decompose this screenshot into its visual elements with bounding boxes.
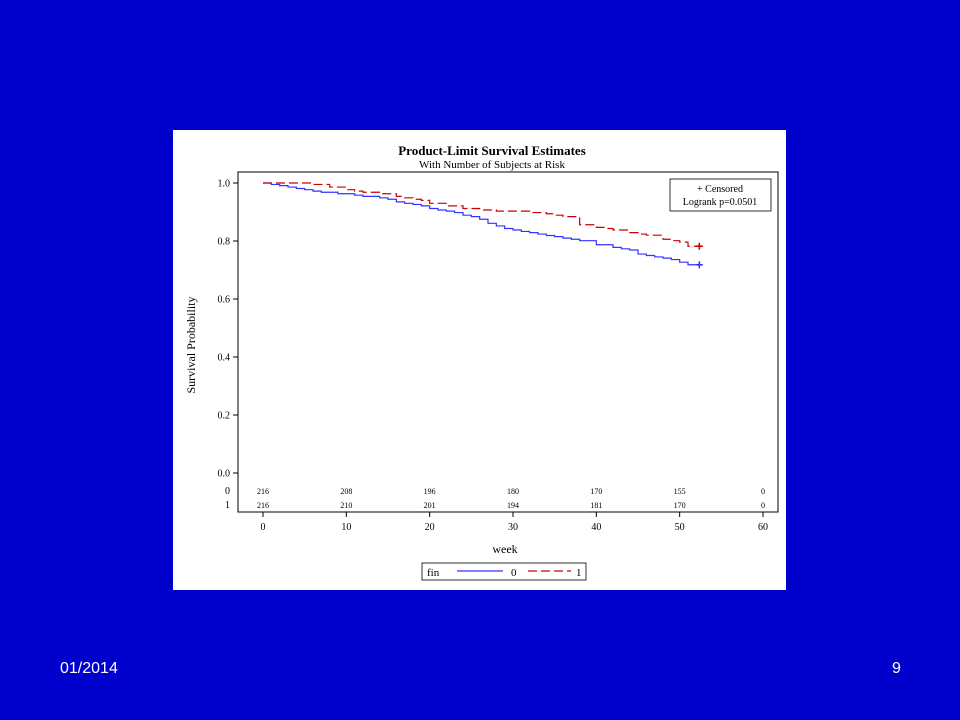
at-risk-table: 0 216 208 196 180 170 155 0 1 216 210 201 194 181 170 0 [225,486,765,511]
x-tick-label: 40 [591,522,601,533]
censored-marker-series-1 [695,242,703,250]
y-axis-label: Survival Probability [184,297,198,394]
at-risk-count: 216 [257,501,269,510]
y-tick-label: 0.8 [218,237,231,248]
at-risk-count: 155 [674,487,686,496]
chart-subtitle: With Number of Subjects at Risk [419,159,565,171]
at-risk-count: 201 [424,501,436,510]
at-risk-count: 180 [507,487,519,496]
at-risk-count: 181 [590,501,602,510]
logrank-label: Logrank p=0.0501 [683,197,758,208]
inset-legend: + Censored Logrank p=0.0501 [669,178,772,212]
series-group [263,182,703,269]
x-tick-label: 10 [341,522,351,533]
x-axis: 0 10 20 30 40 50 60 [261,512,768,533]
x-axis-label: week [492,542,517,556]
survival-curve-series-1 [263,182,697,247]
y-tick-label: 1.0 [218,179,231,190]
inset-legend-box [669,178,772,212]
at-risk-count: 210 [340,501,352,510]
survival-chart: Product-Limit Survival Estimates With Nu… [184,143,779,581]
y-tick-label: 0.4 [218,353,231,364]
at-risk-group-label: 1 [225,500,230,511]
legend-label-series-1: 1 [576,567,582,579]
bottom-legend-box [421,562,587,581]
page-number: 9 [892,660,901,677]
x-tick-label: 50 [675,522,685,533]
x-tick-label: 30 [508,522,518,533]
chart-panel: Product-Limit Survival Estimates With Nu… [173,130,786,590]
bottom-legend: fin 0 1 [421,562,587,581]
y-tick-label: 0.2 [218,411,231,422]
at-risk-group-label: 0 [225,486,230,497]
y-tick-label: 0.0 [218,469,231,480]
x-tick-label: 60 [758,522,768,533]
censored-marker-series-0 [695,261,703,269]
at-risk-count: 0 [761,501,765,510]
y-axis: 0.0 0.2 0.4 0.6 0.8 1.0 [218,179,238,480]
y-tick-label: 0.6 [218,295,231,306]
survival-curve-series-0 [263,182,697,266]
x-tick-label: 0 [261,522,266,533]
at-risk-count: 208 [340,487,352,496]
footer-date: 01/2014 [60,660,118,677]
at-risk-count: 0 [761,487,765,496]
chart-title: Product-Limit Survival Estimates [398,143,586,158]
legend-label-series-0: 0 [511,567,517,579]
legend-title: fin [427,567,440,579]
at-risk-count: 196 [424,487,436,496]
at-risk-count: 216 [257,487,269,496]
x-tick-label: 20 [425,522,435,533]
censored-legend-label: + Censored [697,184,743,195]
at-risk-count: 170 [674,501,686,510]
plot-frame [237,171,779,513]
at-risk-count: 194 [507,501,519,510]
at-risk-count: 170 [590,487,602,496]
